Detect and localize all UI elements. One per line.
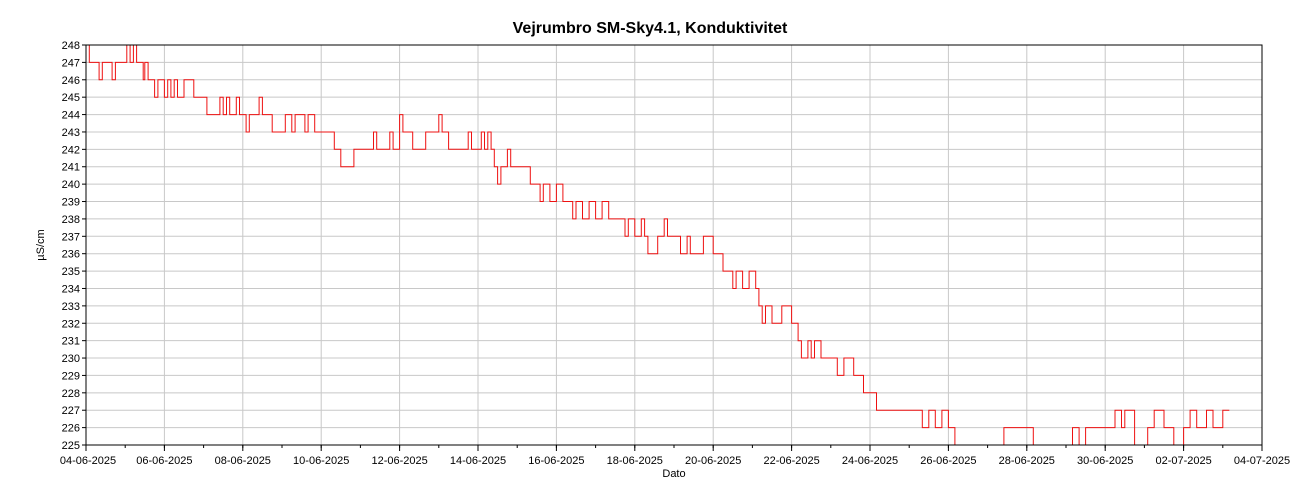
y-tick-label: 226 xyxy=(62,423,80,435)
x-tick-label: 06-06-2025 xyxy=(136,455,192,467)
x-tick-label: 10-06-2025 xyxy=(293,455,349,467)
y-tick-label: 235 xyxy=(62,266,80,278)
y-tick-label: 229 xyxy=(62,370,80,382)
x-axis-title: Dato xyxy=(662,468,685,480)
x-axis: 04-06-2025 06-06-2025 08-06-2025 10-06-2025… xyxy=(60,445,1290,467)
y-tick-label: 233 xyxy=(62,301,80,313)
x-tick-label: 20-06-2025 xyxy=(685,455,741,467)
x-tick-label: 24-06-2025 xyxy=(842,455,898,467)
x-tick-label: 04-06-2025 xyxy=(60,455,116,467)
y-tick-label: 228 xyxy=(62,388,80,400)
series-group xyxy=(86,44,1230,446)
x-tick-label: 02-07-2025 xyxy=(1155,455,1211,467)
x-tick-label: 26-06-2025 xyxy=(920,455,976,467)
y-tick-label: 242 xyxy=(62,144,80,156)
y-tick-label: 232 xyxy=(62,318,80,330)
x-tick-label: 22-06-2025 xyxy=(763,455,819,467)
y-tick-label: 227 xyxy=(62,405,80,417)
y-tick-label: 247 xyxy=(62,57,80,69)
x-tick-label: 28-06-2025 xyxy=(999,455,1055,467)
y-tick-label: 240 xyxy=(62,179,80,191)
x-tick-label: 18-06-2025 xyxy=(607,455,663,467)
x-tick-label: 16-06-2025 xyxy=(528,455,584,467)
y-tick-label: 237 xyxy=(62,231,80,243)
y-tick-label: 244 xyxy=(62,110,80,122)
y-tick-label: 231 xyxy=(62,336,80,348)
y-tick-label: 230 xyxy=(62,353,80,365)
y-tick-label: 238 xyxy=(62,214,80,226)
y-axis: 225 226 227 228 229 230 231 232 233 234 235 236 237 2… xyxy=(62,40,86,452)
y-tick-label: 248 xyxy=(62,40,80,52)
x-tick-label: 08-06-2025 xyxy=(215,455,271,467)
series-line xyxy=(86,44,1230,446)
x-tick-label: 14-06-2025 xyxy=(450,455,506,467)
y-axis-title: µS/cm xyxy=(35,229,47,260)
y-tick-label: 241 xyxy=(62,162,80,174)
y-tick-label: 236 xyxy=(62,249,80,261)
y-tick-label: 246 xyxy=(62,75,80,87)
y-tick-label: 243 xyxy=(62,127,80,139)
chart-title: Vejrumbro SM-Sky4.1, Konduktivitet xyxy=(512,20,788,37)
x-tick-label: 04-07-2025 xyxy=(1234,455,1290,467)
x-tick-label: 30-06-2025 xyxy=(1077,455,1133,467)
y-tick-label: 239 xyxy=(62,197,80,209)
y-tick-label: 245 xyxy=(62,92,80,104)
y-tick-label: 234 xyxy=(62,283,80,295)
y-tick-label: 225 xyxy=(62,440,80,452)
x-tick-label: 12-06-2025 xyxy=(371,455,427,467)
plot-background xyxy=(86,45,1262,445)
